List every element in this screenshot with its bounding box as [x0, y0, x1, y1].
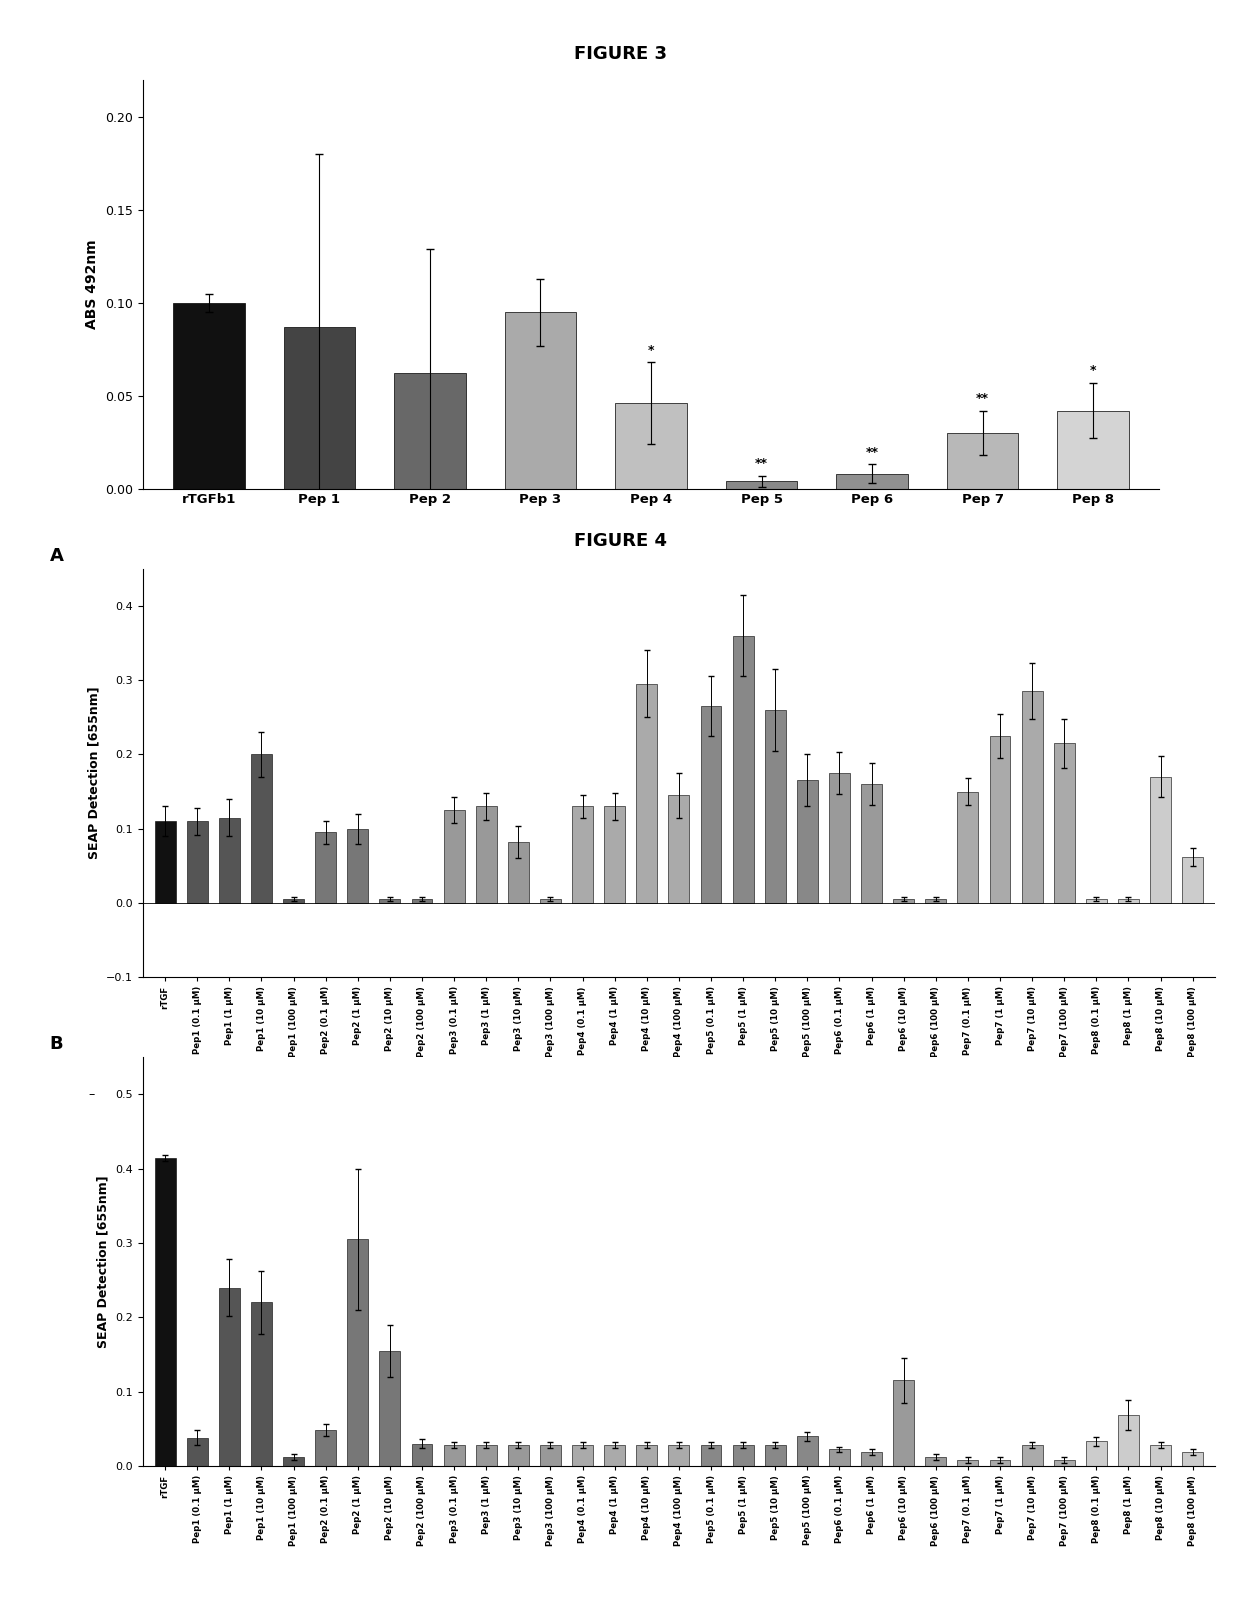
Bar: [539, 1445, 560, 1466]
Bar: [830, 774, 849, 904]
Bar: [1151, 777, 1171, 904]
Bar: [174, 303, 244, 489]
Bar: [1086, 1442, 1107, 1466]
Bar: [284, 327, 356, 489]
Bar: [893, 1381, 914, 1466]
Bar: [1054, 1459, 1075, 1466]
Bar: [701, 1445, 722, 1466]
Bar: [315, 833, 336, 904]
Text: *: *: [647, 344, 655, 357]
Bar: [668, 1445, 689, 1466]
Text: B: B: [50, 1035, 63, 1053]
Bar: [219, 817, 239, 904]
Bar: [725, 481, 797, 489]
Bar: [379, 899, 401, 904]
Text: A: A: [50, 546, 63, 564]
Text: TGF-β: TGF-β: [684, 599, 728, 614]
Bar: [508, 1445, 528, 1466]
Bar: [155, 822, 176, 904]
Bar: [990, 735, 1011, 904]
Bar: [187, 1437, 207, 1466]
Bar: [283, 1456, 304, 1466]
Bar: [379, 1350, 401, 1466]
Bar: [444, 811, 465, 904]
Bar: [765, 710, 786, 904]
Bar: [733, 636, 754, 904]
Text: **: **: [755, 457, 768, 469]
Bar: [347, 1240, 368, 1466]
Bar: [957, 1459, 978, 1466]
Bar: [1151, 1445, 1171, 1466]
Bar: [1022, 692, 1043, 904]
Bar: [636, 684, 657, 904]
Bar: [283, 899, 304, 904]
Bar: [1118, 899, 1138, 904]
Bar: [476, 1445, 497, 1466]
Text: *: *: [1090, 364, 1096, 376]
Bar: [187, 822, 207, 904]
Bar: [347, 828, 368, 904]
Text: FIGURE 3: FIGURE 3: [573, 45, 667, 62]
Bar: [990, 1459, 1011, 1466]
Bar: [1118, 1415, 1138, 1466]
Bar: [412, 1443, 433, 1466]
Bar: [155, 1158, 176, 1466]
Text: **: **: [976, 392, 990, 405]
Bar: [444, 1445, 465, 1466]
Bar: [893, 899, 914, 904]
Bar: [946, 433, 1018, 489]
Bar: [668, 795, 689, 904]
Bar: [615, 404, 687, 489]
Bar: [925, 1456, 946, 1466]
Bar: [925, 899, 946, 904]
Bar: [219, 1288, 239, 1466]
Bar: [315, 1431, 336, 1466]
Bar: [572, 806, 593, 904]
Bar: [394, 373, 466, 489]
Y-axis label: SEAP Detection [655nm]: SEAP Detection [655nm]: [87, 687, 100, 859]
Bar: [701, 706, 722, 904]
Bar: [1058, 410, 1128, 489]
Bar: [836, 474, 908, 489]
Bar: [572, 1445, 593, 1466]
Bar: [1086, 899, 1107, 904]
Text: –: –: [88, 1088, 94, 1101]
Bar: [861, 1453, 882, 1466]
Bar: [505, 312, 577, 489]
Bar: [957, 791, 978, 904]
Bar: [636, 1445, 657, 1466]
Text: TGF-β: TGF-β: [675, 1235, 715, 1248]
Bar: [412, 899, 433, 904]
Bar: [604, 1445, 625, 1466]
Bar: [539, 899, 560, 904]
Bar: [1182, 1453, 1203, 1466]
Bar: [830, 1450, 849, 1466]
Bar: [861, 783, 882, 904]
Y-axis label: SEAP Detection [655nm]: SEAP Detection [655nm]: [97, 1176, 109, 1347]
Bar: [250, 1302, 272, 1466]
Bar: [508, 843, 528, 904]
Bar: [476, 806, 497, 904]
Bar: [1054, 743, 1075, 904]
Bar: [797, 1435, 818, 1466]
Bar: [797, 780, 818, 904]
Bar: [1022, 1445, 1043, 1466]
Bar: [604, 806, 625, 904]
Bar: [765, 1445, 786, 1466]
Bar: [250, 755, 272, 904]
Text: **: **: [866, 445, 879, 458]
Bar: [1182, 857, 1203, 904]
Y-axis label: ABS 492nm: ABS 492nm: [86, 240, 99, 328]
Bar: [733, 1445, 754, 1466]
Text: FIGURE 4: FIGURE 4: [573, 532, 667, 549]
